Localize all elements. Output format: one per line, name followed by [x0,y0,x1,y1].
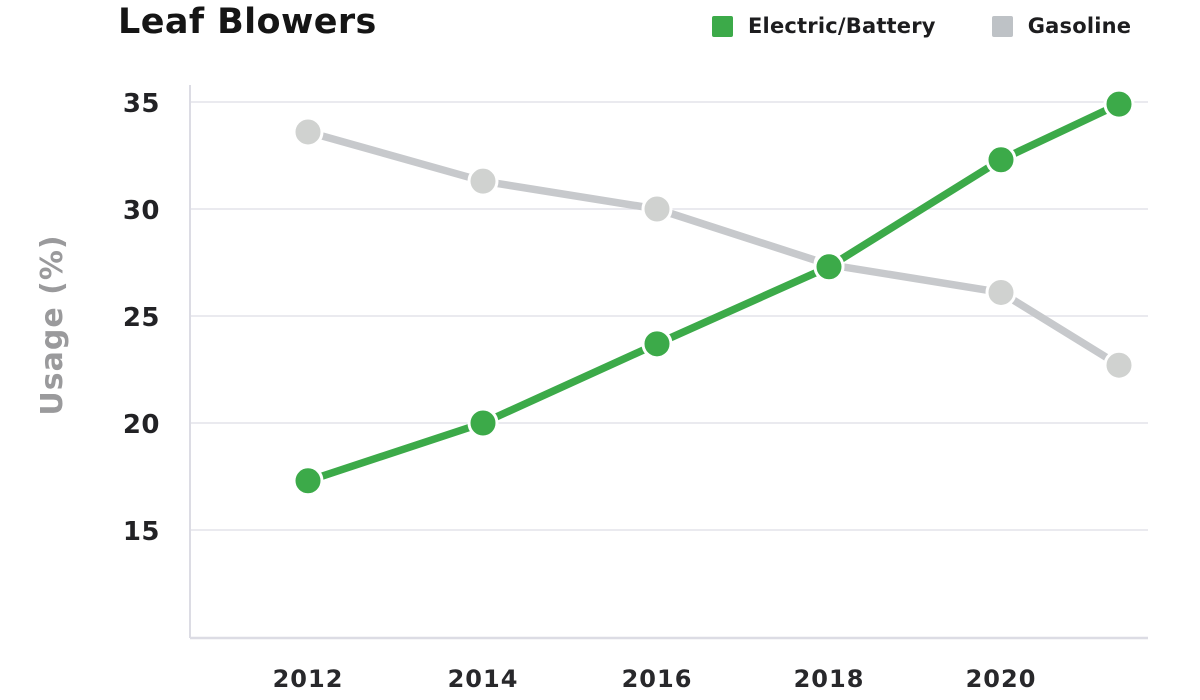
legend-label-gasoline: Gasoline [1027,14,1132,38]
x-tick-label: 2012 [273,665,344,693]
legend-swatch-gasoline-icon [991,15,1013,37]
data-point-electric-battery [1103,88,1135,120]
x-tick-label: 2014 [448,665,519,693]
data-point-electric-battery [292,465,324,497]
data-point-gasoline [467,165,499,197]
series-line-gasoline [304,128,1123,369]
y-tick-label: 20 [123,410,160,440]
data-point-electric-battery [467,407,499,439]
y-tick-label: 25 [123,303,160,333]
series-line-electric-battery [304,100,1123,485]
y-tick-label: 35 [123,89,160,119]
data-point-electric-battery [813,251,845,283]
legend-swatch-electric-battery-icon [712,15,733,37]
y-tick-label: 15 [123,517,160,547]
legend-label-electric-battery: Electric/Battery [748,14,936,38]
legend-item-gasoline: Gasoline [991,14,1132,38]
chart-legend: Electric/Battery Gasoline [712,14,1131,38]
x-tick-label: 2016 [622,665,693,693]
data-point-gasoline [641,193,673,225]
data-point-gasoline [985,276,1017,308]
data-point-gasoline [1103,349,1135,381]
x-tick-label: 2020 [966,665,1037,693]
data-point-gasoline [292,116,324,148]
x-tick-label: 2018 [794,665,865,693]
data-point-electric-battery [985,144,1017,176]
y-tick-label: 30 [123,196,160,226]
y-axis-title: Usage (%) [35,234,70,415]
chart-title: Leaf Blowers [118,2,377,42]
legend-item-electric-battery: Electric/Battery [712,14,936,38]
data-point-electric-battery [641,328,673,360]
